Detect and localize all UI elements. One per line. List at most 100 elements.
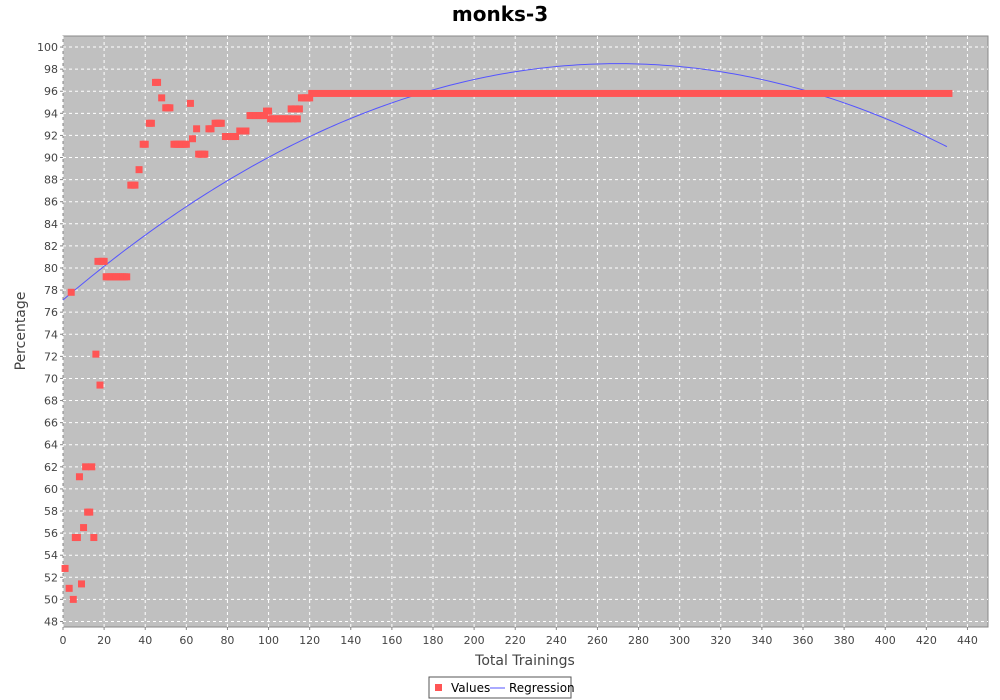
- y-axis-label: Percentage: [13, 292, 29, 371]
- y-tick-label: 78: [44, 284, 58, 297]
- x-tick-label: 100: [258, 634, 279, 647]
- x-tick-label: 120: [299, 634, 320, 647]
- y-tick-label: 80: [44, 262, 58, 275]
- value-point: [306, 94, 314, 102]
- value-point: [94, 257, 102, 265]
- value-point: [289, 115, 297, 123]
- x-tick-label: 340: [751, 634, 772, 647]
- y-tick-label: 52: [44, 571, 58, 584]
- value-point: [80, 524, 88, 532]
- gridlines: [62, 36, 988, 627]
- value-point: [207, 125, 215, 133]
- x-axis-label: Total Trainings: [474, 653, 575, 669]
- value-point: [193, 125, 201, 133]
- y-tick-label: 56: [44, 527, 58, 540]
- legend-values-label: Values: [451, 681, 490, 695]
- y-tick-label: 86: [44, 196, 58, 209]
- x-tick-label: 360: [793, 634, 814, 647]
- value-point: [92, 350, 100, 358]
- value-point: [88, 463, 96, 471]
- value-point: [69, 595, 77, 603]
- x-tick-label: 380: [834, 634, 855, 647]
- y-tick-label: 70: [44, 372, 58, 385]
- y-tick-label: 54: [44, 549, 58, 562]
- value-point: [295, 105, 303, 113]
- y-tick-label: 76: [44, 306, 58, 319]
- x-tick-label: 220: [505, 634, 526, 647]
- values-series: [61, 78, 953, 603]
- value-point: [287, 105, 295, 113]
- x-tick-label: 60: [179, 634, 193, 647]
- y-tick-label: 72: [44, 350, 58, 363]
- x-tick-label: 20: [97, 634, 111, 647]
- y-tick-label: 90: [44, 152, 58, 165]
- value-point: [135, 166, 143, 174]
- value-point: [285, 115, 293, 123]
- x-tick-label: 200: [464, 634, 485, 647]
- y-tick-label: 66: [44, 417, 58, 430]
- value-point: [186, 99, 194, 107]
- value-point: [73, 534, 81, 542]
- value-point: [65, 584, 73, 592]
- value-point: [291, 105, 299, 113]
- y-tick-label: 58: [44, 505, 58, 518]
- y-tick-label: 82: [44, 240, 58, 253]
- x-tick-label: 400: [875, 634, 896, 647]
- regression-line: [62, 63, 948, 301]
- x-tick-label: 320: [710, 634, 731, 647]
- x-tick-label: 280: [628, 634, 649, 647]
- x-tick-label: 40: [138, 634, 152, 647]
- x-tick-label: 180: [423, 634, 444, 647]
- y-tick-label: 98: [44, 63, 58, 76]
- regression-series: [62, 63, 948, 301]
- value-point: [242, 127, 250, 135]
- value-point: [265, 107, 273, 115]
- y-tick-label: 68: [44, 395, 58, 408]
- value-point: [166, 104, 174, 112]
- y-tick-label: 94: [44, 107, 58, 120]
- value-point: [131, 181, 139, 189]
- value-point: [293, 115, 301, 123]
- y-tick-label: 60: [44, 483, 58, 496]
- x-tick-label: 420: [916, 634, 937, 647]
- x-tick-label: 300: [669, 634, 690, 647]
- value-point: [86, 508, 94, 516]
- value-point: [96, 381, 104, 389]
- y-tick-label: 50: [44, 593, 58, 606]
- y-tick-label: 84: [44, 218, 58, 231]
- value-point: [141, 140, 149, 148]
- y-tick-label: 48: [44, 615, 58, 628]
- value-point: [61, 564, 69, 572]
- value-point: [260, 112, 268, 120]
- value-point: [100, 257, 108, 265]
- value-point: [67, 288, 75, 296]
- value-point: [154, 78, 162, 86]
- x-tick-label: 80: [220, 634, 234, 647]
- value-point: [82, 463, 90, 471]
- x-tick-label: 0: [60, 634, 67, 647]
- legend-values-swatch: [435, 684, 442, 691]
- value-point: [182, 140, 190, 148]
- value-point: [123, 273, 131, 281]
- y-tick-label: 92: [44, 129, 58, 142]
- x-tick-label: 140: [340, 634, 361, 647]
- value-point: [90, 534, 98, 542]
- value-point: [75, 473, 83, 481]
- y-tick-label: 62: [44, 461, 58, 474]
- y-tick-label: 100: [37, 41, 58, 54]
- x-tick-label: 160: [381, 634, 402, 647]
- value-point-plateau: [308, 89, 953, 97]
- y-tick-label: 88: [44, 174, 58, 187]
- legend-regression-label: Regression: [509, 681, 575, 695]
- x-axis: 0 20 40 60 80 100 120 140 160 180 200 220 240 260 280 3…: [60, 627, 978, 647]
- y-tick-label: 74: [44, 328, 58, 341]
- value-point: [201, 150, 209, 158]
- x-tick-label: 260: [587, 634, 608, 647]
- value-point: [147, 119, 155, 127]
- value-point: [217, 119, 225, 127]
- value-point: [78, 580, 85, 588]
- value-point: [232, 133, 240, 141]
- x-tick-label: 440: [957, 634, 978, 647]
- y-tick-label: 64: [44, 439, 58, 452]
